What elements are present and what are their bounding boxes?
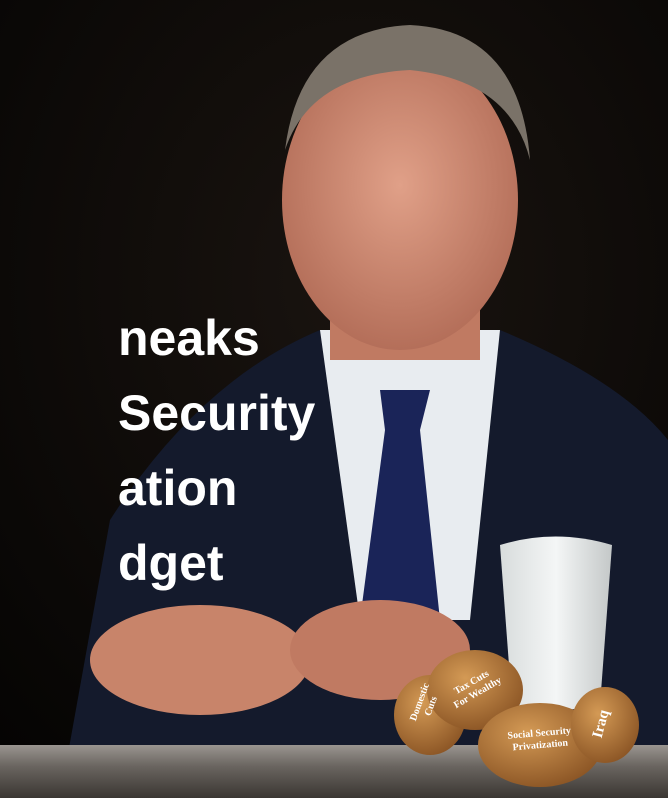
cookie-label: Iraq	[590, 708, 613, 740]
hair	[285, 25, 530, 160]
cookie	[571, 687, 639, 763]
tie	[360, 390, 440, 620]
headline: neaks Security ation dget	[118, 310, 316, 591]
cookie	[478, 703, 602, 787]
headline-line: Security	[118, 385, 316, 441]
headline-line: ation	[118, 460, 237, 516]
milk-glass	[500, 536, 612, 710]
headline-line: neaks	[118, 310, 260, 366]
face	[282, 50, 518, 350]
headline-line: dget	[118, 535, 224, 591]
left-hand	[90, 605, 310, 715]
right-hand	[290, 600, 470, 700]
cookie	[427, 650, 523, 730]
cookie-label: Privatization	[512, 738, 569, 754]
